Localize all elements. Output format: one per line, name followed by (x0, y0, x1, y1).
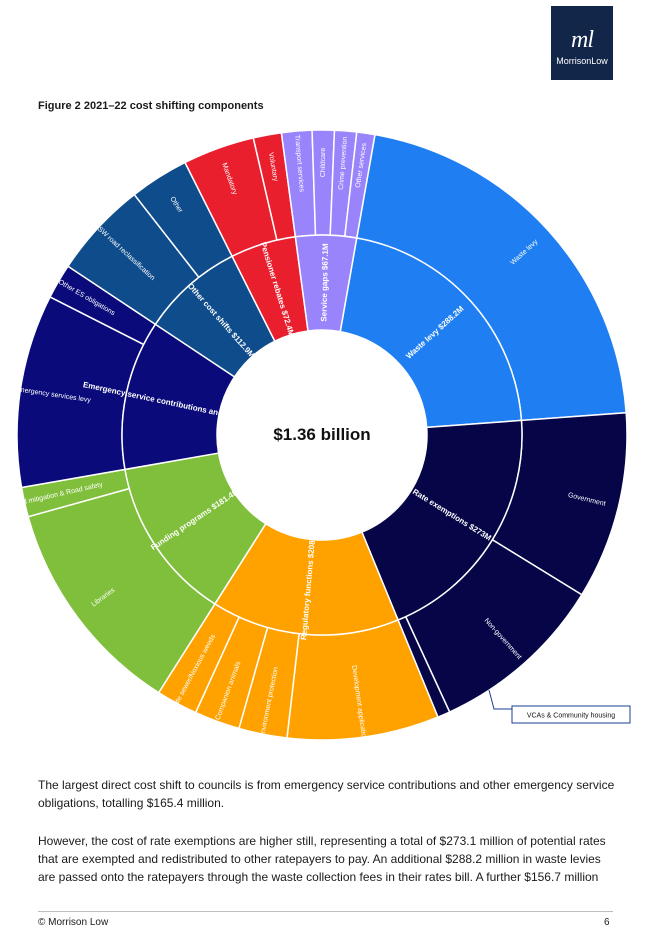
outer-label-childcare: Childcare (320, 148, 327, 178)
paragraph-2: However, the cost of rate exemptions are… (38, 834, 606, 884)
callout-leader-line (488, 689, 512, 710)
logo-wordmark: MorrisonLow (556, 56, 608, 66)
logo-mark: ml (571, 27, 594, 53)
inner-segment-service-gaps-67-1m (294, 234, 358, 333)
inner-segment-waste-levy-288-2m (339, 237, 523, 429)
outer-label-transport-services: Transport services (293, 135, 305, 193)
outer-label-crime-prevention: Crime prevention (338, 136, 349, 190)
inner-segment-rate-exemptions-273m (360, 419, 523, 621)
morrisonlow-logo: ml MorrisonLow (551, 6, 613, 80)
callout-label: VCAs & Community housing (527, 713, 615, 720)
footer-divider (38, 911, 613, 912)
paragraph-1: The largest direct cost shift to council… (38, 778, 615, 810)
callout-box (511, 705, 631, 724)
outer-ring (16, 129, 628, 741)
inner-label-service-gaps-67-1m: Service gaps $67.1M (319, 243, 330, 322)
footer-copyright: © Morrison Low (38, 917, 109, 928)
inner-ring (121, 234, 523, 636)
footer-page-number: 6 (604, 917, 610, 928)
center-total-label: $1.36 billion (273, 425, 370, 444)
inner-segment-regulatory-functions-208m (213, 522, 400, 636)
figure-title: Figure 2 2021–22 cost shifting component… (38, 100, 264, 112)
